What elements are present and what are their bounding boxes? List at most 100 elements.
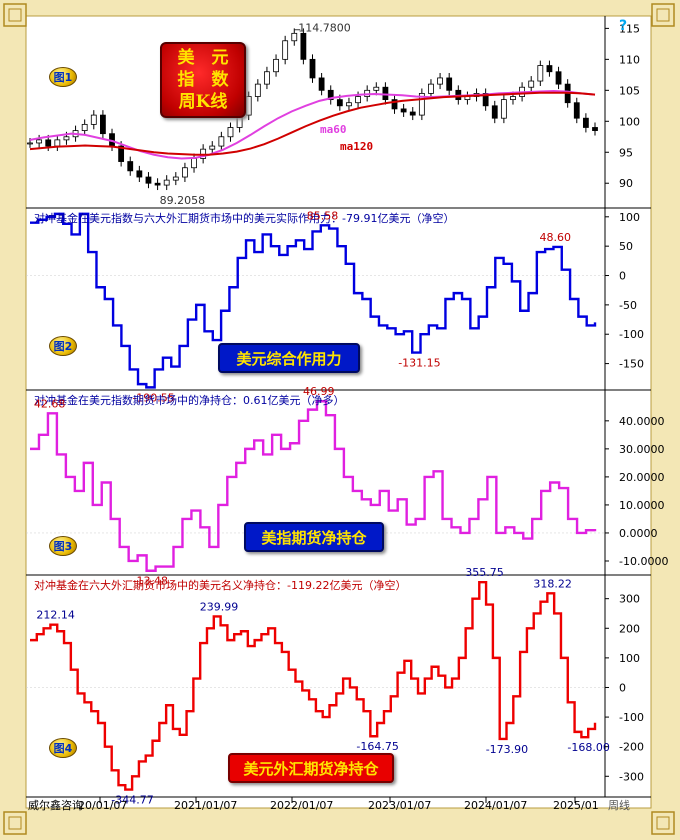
candle-body — [90, 114, 97, 125]
candle-body — [154, 182, 161, 186]
y-tick-label: -50 — [619, 299, 637, 312]
footer-period: 周线 — [608, 798, 630, 812]
candle-body — [491, 105, 498, 119]
y-tick-label: 115 — [619, 22, 640, 35]
y-tick-label: -150 — [619, 358, 644, 371]
candle-body — [254, 83, 261, 97]
candle-body — [409, 111, 416, 116]
ma60-label: ma60 — [320, 123, 347, 136]
panel2-annotation: -190.55 — [132, 391, 174, 404]
candle-body — [27, 142, 33, 145]
x-tick-label: 2022/01/07 — [270, 799, 333, 812]
title-line-1: 美 元 — [177, 48, 229, 68]
candle-body — [81, 123, 88, 131]
candle-body — [309, 58, 316, 79]
y-tick-label: 100 — [619, 115, 640, 128]
y-tick-label: 95 — [619, 146, 633, 159]
panel4-annotation: 239.99 — [200, 600, 239, 613]
candle-body — [145, 176, 152, 184]
panel2-title: 对冲基金在美元指数与六大外汇期货市场中的美元实际作用力：-79.91亿美元（净空… — [34, 211, 454, 225]
corner-ornament-3 — [3, 811, 27, 835]
candle-body — [264, 71, 270, 85]
panel4-annotation: -173.90 — [486, 743, 528, 756]
y-tick-label: -100 — [619, 328, 644, 341]
corner-ornament-2 — [651, 3, 675, 27]
y-tick-label: 105 — [619, 84, 640, 97]
y-tick-label: 110 — [619, 53, 640, 66]
footer-company: 威尔鑫咨询 — [28, 798, 83, 812]
candle-body — [582, 117, 589, 128]
title-line-2: 指 数 — [177, 70, 229, 90]
panel3-title: 对冲基金在美元指数期货市场中的净持仓：0.61亿美元（净多） — [34, 393, 345, 407]
candle-body — [172, 176, 179, 181]
x-tick-label: 2025/01 — [553, 799, 599, 812]
high-annotation: 114.7800 — [298, 22, 351, 35]
ma120-line — [29, 91, 596, 156]
candle-body — [318, 77, 325, 91]
y-tick-label: 20.0000 — [619, 471, 665, 484]
x-tick-label: 20/01/07 — [78, 799, 127, 812]
candle-body — [373, 86, 380, 91]
panel3-badge: 图3 — [49, 536, 77, 556]
panel3-series-line — [30, 400, 597, 572]
panel2-series-line — [30, 212, 597, 389]
panel2-badge: 图2 — [49, 336, 77, 356]
x-tick-label: 2024/01/07 — [464, 799, 527, 812]
y-tick-label: 0.0000 — [619, 527, 658, 540]
panel4-badge: 图4 — [49, 738, 77, 758]
ma120-label: ma120 — [340, 140, 373, 153]
candle-body — [573, 102, 580, 119]
panel4-label-box: 美元外汇期货净持仓 — [228, 753, 394, 783]
candle-body — [118, 145, 125, 162]
candle-body — [400, 108, 407, 113]
y-tick-label: 0 — [619, 270, 626, 283]
panel2-annotation: 48.60 — [539, 231, 571, 244]
candle-body — [528, 80, 535, 88]
x-tick-label: 2023/01/07 — [368, 799, 431, 812]
panel4-annotation: -344.77 — [111, 794, 153, 807]
candle-body — [546, 65, 553, 73]
y-tick-label: 300 — [619, 593, 640, 606]
panel4-annotation: -168.00 — [567, 741, 609, 754]
panel4-annotation: 355.75 — [465, 566, 504, 579]
low-annotation: 89.2058 — [160, 194, 206, 207]
candle-body — [245, 96, 252, 116]
candle-body — [227, 127, 234, 138]
y-tick-label: 40.0000 — [619, 415, 665, 428]
panel3-annotation: 42.68 — [34, 397, 66, 410]
candle-body — [418, 93, 425, 116]
candle-body — [36, 139, 43, 144]
candle-body — [482, 93, 489, 107]
y-tick-label: 200 — [619, 622, 640, 635]
candle-body — [437, 77, 443, 85]
panel4-annotation: 212.14 — [36, 609, 75, 622]
candle-body — [282, 40, 289, 60]
candle-body — [218, 136, 225, 147]
y-tick-label: 100 — [619, 211, 640, 224]
y-tick-label: 30.0000 — [619, 443, 665, 456]
candle-body — [209, 145, 216, 150]
candle-body — [45, 139, 52, 147]
candle-body — [355, 96, 361, 104]
candle-body — [291, 32, 298, 42]
panel4-series-line — [30, 580, 597, 791]
y-tick-label: 0 — [619, 681, 626, 694]
candle-body — [163, 179, 170, 186]
candle-body — [63, 136, 70, 141]
candle-body — [100, 114, 106, 135]
panel3-annotation: -13.48 — [133, 575, 168, 588]
candle-body — [273, 58, 279, 73]
candle-body — [191, 158, 197, 169]
dollar-index-title-box: 美 元 指 数 周K线 — [160, 42, 246, 118]
help-question-mark[interactable]: ? — [619, 18, 628, 34]
panel2-annotation: 85.58 — [307, 209, 339, 222]
corner-ornament-1 — [3, 3, 27, 27]
panel2-label-box: 美元综合作用力 — [218, 343, 360, 373]
panel2-annotation: -131.15 — [398, 357, 440, 370]
candle-body — [300, 32, 307, 60]
candle-body — [446, 77, 453, 91]
panel4-title: 对冲基金在六大外汇期货市场中的美元名义净持仓：-119.22亿美元（净空） — [34, 578, 406, 592]
candle-body — [428, 83, 434, 94]
y-tick-label: -200 — [619, 741, 644, 754]
